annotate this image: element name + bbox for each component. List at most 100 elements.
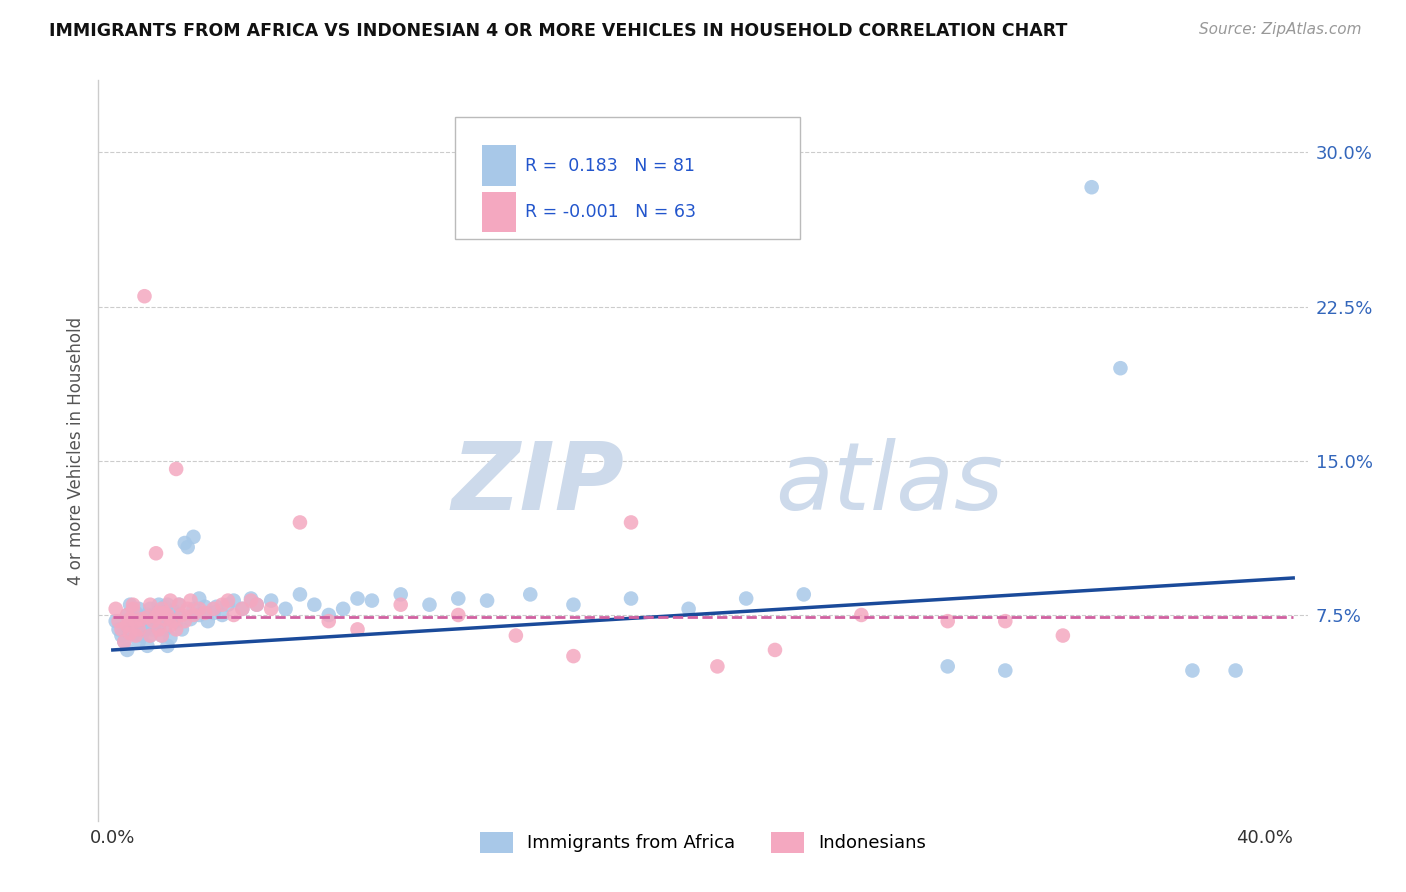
- Point: [156, 607, 179, 622]
- Text: ZIP: ZIP: [451, 438, 624, 530]
- Point: [176, 540, 198, 554]
- Point: [389, 587, 412, 601]
- Point: [153, 612, 176, 626]
- Point: [150, 629, 173, 643]
- Bar: [482, 145, 516, 186]
- Point: [136, 610, 159, 624]
- Point: [211, 598, 233, 612]
- Bar: [482, 192, 516, 232]
- Point: [142, 623, 165, 637]
- Point: [936, 659, 959, 673]
- Point: [136, 639, 159, 653]
- Point: [173, 614, 195, 628]
- Point: [202, 606, 225, 620]
- Point: [205, 599, 228, 614]
- Point: [107, 614, 129, 628]
- Point: [246, 598, 269, 612]
- Point: [104, 602, 127, 616]
- Point: [288, 587, 311, 601]
- Point: [150, 610, 173, 624]
- Point: [167, 598, 190, 612]
- Point: [562, 649, 585, 664]
- Point: [194, 599, 217, 614]
- Point: [418, 598, 440, 612]
- Point: [183, 530, 205, 544]
- Point: [274, 602, 297, 616]
- Point: [519, 587, 541, 601]
- Point: [128, 634, 150, 648]
- Point: [159, 612, 181, 626]
- Point: [159, 618, 181, 632]
- Point: [173, 536, 195, 550]
- Point: [231, 602, 253, 616]
- Point: [346, 623, 368, 637]
- Point: [131, 612, 153, 626]
- Point: [165, 462, 187, 476]
- Point: [217, 593, 239, 607]
- Point: [447, 591, 470, 606]
- Point: [288, 516, 311, 530]
- Point: [188, 602, 211, 616]
- Point: [793, 587, 815, 601]
- Point: [120, 626, 142, 640]
- Point: [110, 623, 132, 637]
- Point: [475, 593, 498, 607]
- Point: [165, 614, 187, 628]
- Point: [240, 593, 263, 607]
- Point: [318, 614, 340, 628]
- Text: Source: ZipAtlas.com: Source: ZipAtlas.com: [1198, 22, 1361, 37]
- Text: IMMIGRANTS FROM AFRICA VS INDONESIAN 4 OR MORE VEHICLES IN HOUSEHOLD CORRELATION: IMMIGRANTS FROM AFRICA VS INDONESIAN 4 O…: [49, 22, 1067, 40]
- Point: [145, 546, 167, 560]
- Point: [763, 643, 786, 657]
- Point: [197, 614, 219, 628]
- Point: [112, 634, 135, 648]
- Point: [304, 598, 326, 612]
- Point: [183, 602, 205, 616]
- Text: R =  0.183   N = 81: R = 0.183 N = 81: [526, 157, 695, 175]
- Point: [936, 614, 959, 628]
- Point: [122, 602, 145, 616]
- Y-axis label: 4 or more Vehicles in Household: 4 or more Vehicles in Household: [66, 317, 84, 584]
- Point: [180, 612, 202, 626]
- Point: [145, 606, 167, 620]
- Point: [222, 607, 245, 622]
- Point: [194, 606, 217, 620]
- Point: [115, 643, 138, 657]
- Point: [183, 607, 205, 622]
- Point: [148, 620, 170, 634]
- Point: [170, 623, 193, 637]
- Point: [260, 593, 283, 607]
- Point: [148, 606, 170, 620]
- Point: [217, 598, 239, 612]
- Point: [139, 629, 162, 643]
- Point: [165, 623, 187, 637]
- Point: [120, 598, 142, 612]
- Point: [156, 598, 179, 612]
- Point: [107, 623, 129, 637]
- Point: [122, 612, 145, 626]
- Point: [112, 634, 135, 648]
- Point: [188, 591, 211, 606]
- Point: [150, 629, 173, 643]
- Point: [153, 599, 176, 614]
- FancyBboxPatch shape: [456, 118, 800, 239]
- Point: [104, 614, 127, 628]
- Point: [260, 602, 283, 616]
- Point: [332, 602, 354, 616]
- Point: [153, 606, 176, 620]
- Point: [180, 593, 202, 607]
- Point: [162, 604, 184, 618]
- Point: [120, 612, 142, 626]
- Point: [176, 602, 198, 616]
- Point: [153, 623, 176, 637]
- Point: [145, 614, 167, 628]
- Point: [115, 607, 138, 622]
- Point: [170, 607, 193, 622]
- Point: [222, 593, 245, 607]
- Point: [231, 602, 253, 616]
- Point: [1052, 629, 1074, 643]
- Point: [125, 606, 148, 620]
- Point: [1080, 180, 1102, 194]
- Point: [134, 289, 156, 303]
- Point: [678, 602, 700, 616]
